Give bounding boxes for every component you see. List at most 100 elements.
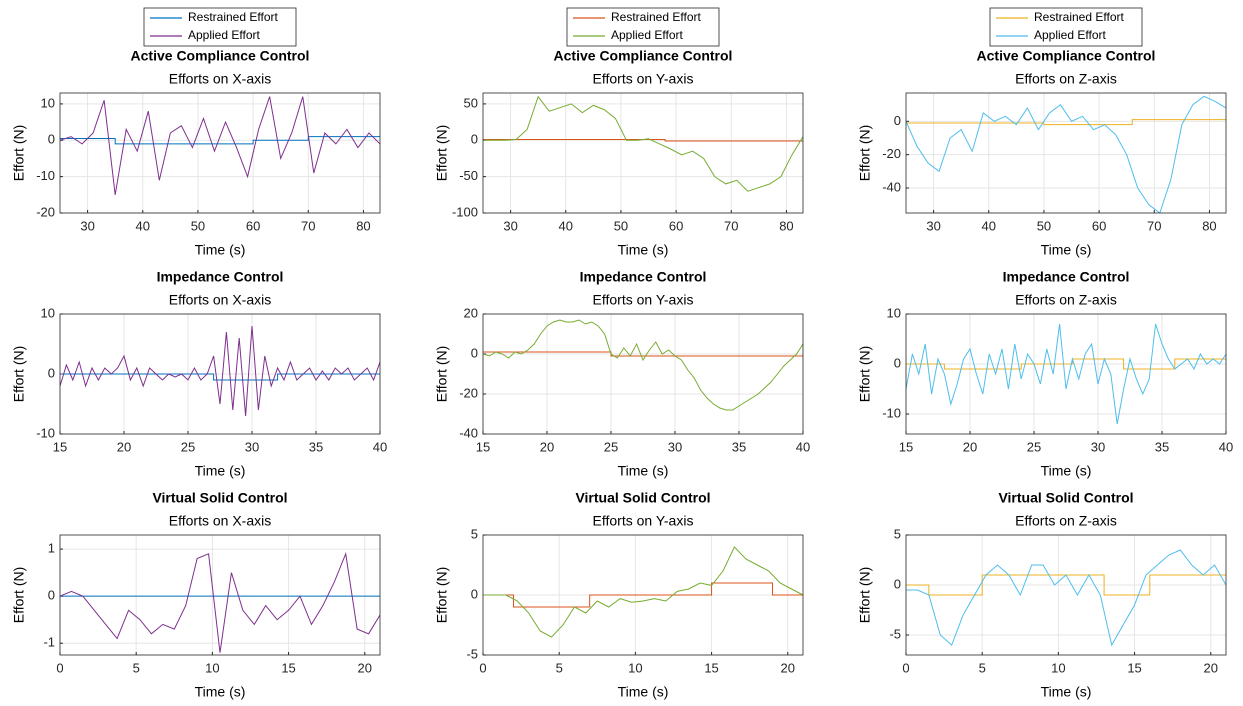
x-tick-label: 35 [1155,439,1169,454]
y-tick-label: 1 [48,541,55,556]
x-tick-label: 30 [926,218,940,233]
y-tick-label: -10 [36,168,55,183]
x-tick-label: 60 [1092,218,1106,233]
legend-label: Restrained Effort [611,10,701,24]
axes-box [59,534,381,656]
y-tick-label: -100 [452,204,478,219]
legend-label: Restrained Effort [188,10,278,24]
y-tick-label: 10 [41,305,55,320]
y-axis-label: Effort (N) [434,346,450,403]
x-axis-label: Time (s) [618,463,669,479]
y-tick-label: 0 [48,365,55,380]
series-line [60,551,380,653]
legend-box [143,7,297,47]
y-tick-label: 10 [887,305,901,320]
series-line [906,358,1226,370]
plot-area [483,93,803,213]
chart-title: Virtual Solid Control [152,490,287,506]
x-tick-label: 70 [301,218,315,233]
series-line [906,574,1226,596]
x-tick-label: 20 [781,660,795,675]
y-axis-label: Effort (N) [11,346,27,403]
x-tick-label: 80 [356,218,370,233]
y-tick-label: 0 [471,345,478,360]
y-tick-label: 0 [471,586,478,601]
legend-box [989,7,1143,47]
legend-box [566,7,720,47]
y-tick-label: -20 [459,385,478,400]
series-line [906,95,1226,213]
y-tick-label: 5 [471,526,478,541]
series-line [60,325,380,417]
x-tick-label: 10 [1051,660,1065,675]
y-tick-label: 0 [894,355,901,370]
y-tick-label: -10 [882,405,901,420]
y-tick-label: -5 [889,626,901,641]
legend-label: Applied Effort [188,28,260,42]
x-tick-label: 40 [559,218,573,233]
chart-subtitle: Efforts on Y-axis [593,71,694,87]
y-axis-label: Effort (N) [857,346,873,403]
x-tick-label: 15 [899,439,913,454]
x-tick-label: 15 [476,439,490,454]
x-axis-label: Time (s) [618,684,669,700]
chart-title: Virtual Solid Control [575,490,710,506]
y-tick-label: -20 [36,204,55,219]
x-tick-label: 20 [1204,660,1218,675]
y-axis-label: Effort (N) [857,125,873,182]
y-tick-label: 50 [464,95,478,110]
series-line [906,323,1226,425]
y-tick-label: -50 [459,168,478,183]
x-axis-label: Time (s) [195,242,246,258]
x-tick-label: 0 [902,660,909,675]
y-tick-label: 10 [41,95,55,110]
plot-area [60,93,380,213]
x-tick-label: 70 [724,218,738,233]
x-tick-label: 40 [373,439,387,454]
x-tick-label: 30 [503,218,517,233]
x-tick-label: 5 [979,660,986,675]
y-tick-label: 0 [894,113,901,128]
x-tick-label: 10 [628,660,642,675]
chart-title: Active Compliance Control [977,48,1156,64]
chart-title: Impedance Control [157,269,284,285]
series-line [483,546,803,638]
legend-label: Restrained Effort [1034,10,1124,24]
x-tick-label: 60 [246,218,260,233]
x-tick-label: 20 [963,439,977,454]
chart-title: Virtual Solid Control [998,490,1133,506]
x-tick-label: 15 [53,439,67,454]
plot-area [906,314,1226,434]
axes-box [59,92,381,214]
x-tick-label: 40 [1219,439,1233,454]
y-axis-label: Effort (N) [434,125,450,182]
axes-box [482,313,804,435]
x-tick-label: 40 [136,218,150,233]
y-axis-label: Effort (N) [857,567,873,624]
y-axis-label: Effort (N) [11,125,27,182]
chart-title: Impedance Control [1003,269,1130,285]
x-tick-label: 15 [281,660,295,675]
series-line [906,549,1226,647]
x-tick-label: 50 [614,218,628,233]
y-tick-label: -20 [882,146,901,161]
chart-title: Active Compliance Control [554,48,733,64]
y-tick-label: -5 [466,646,478,661]
series-line [60,96,380,195]
x-tick-label: 30 [1091,439,1105,454]
series-line [483,95,803,192]
y-tick-label: -10 [36,425,55,440]
x-tick-label: 30 [80,218,94,233]
chart-subtitle: Efforts on X-axis [169,292,271,308]
x-axis-label: Time (s) [1041,463,1092,479]
x-tick-label: 0 [56,660,63,675]
x-tick-label: 0 [479,660,486,675]
x-tick-label: 20 [358,660,372,675]
x-tick-label: 10 [205,660,219,675]
chart-title: Active Compliance Control [131,48,310,64]
y-tick-label: -40 [882,179,901,194]
x-tick-label: 25 [604,439,618,454]
x-tick-label: 70 [1147,218,1161,233]
x-tick-label: 25 [1027,439,1041,454]
